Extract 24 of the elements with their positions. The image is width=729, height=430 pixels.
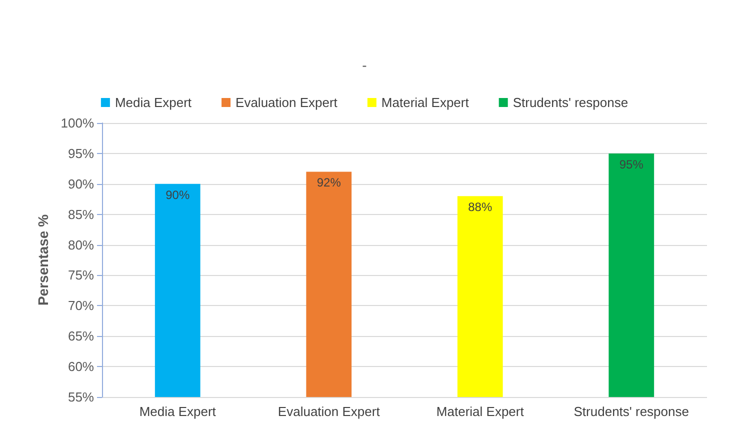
- y-tick-label: 85%: [68, 206, 94, 222]
- y-tick-label: 95%: [68, 146, 94, 161]
- y-tick-label: 65%: [68, 328, 94, 344]
- y-axis-title: Persentase %: [34, 214, 51, 306]
- x-tick-label: Material Expert: [436, 404, 524, 419]
- y-tick-label: 80%: [68, 237, 94, 252]
- legend-label: Strudents' response: [512, 95, 628, 110]
- y-tick-label: 70%: [68, 298, 94, 314]
- x-tick-label: Strudents' response: [574, 404, 689, 419]
- y-tick-label: 100%: [60, 116, 94, 130]
- y-tick-label: 60%: [68, 359, 94, 374]
- legend-label: Media Expert: [114, 95, 192, 110]
- x-tick-label: Evaluation Expert: [278, 404, 380, 419]
- y-tick-label: 55%: [68, 390, 94, 404]
- data-label: 88%: [468, 200, 492, 214]
- x-tick-label: Media Expert: [139, 404, 216, 419]
- legend-label: Evaluation Expert: [236, 95, 338, 110]
- data-label: 92%: [316, 176, 342, 190]
- data-label: 95%: [619, 157, 644, 172]
- data-label: 90%: [166, 188, 190, 202]
- y-tick-label: 75%: [68, 268, 94, 283]
- chart-title: -: [362, 57, 368, 73]
- y-tick-label: 90%: [68, 176, 94, 192]
- legend-label: Material Expert: [381, 95, 470, 110]
